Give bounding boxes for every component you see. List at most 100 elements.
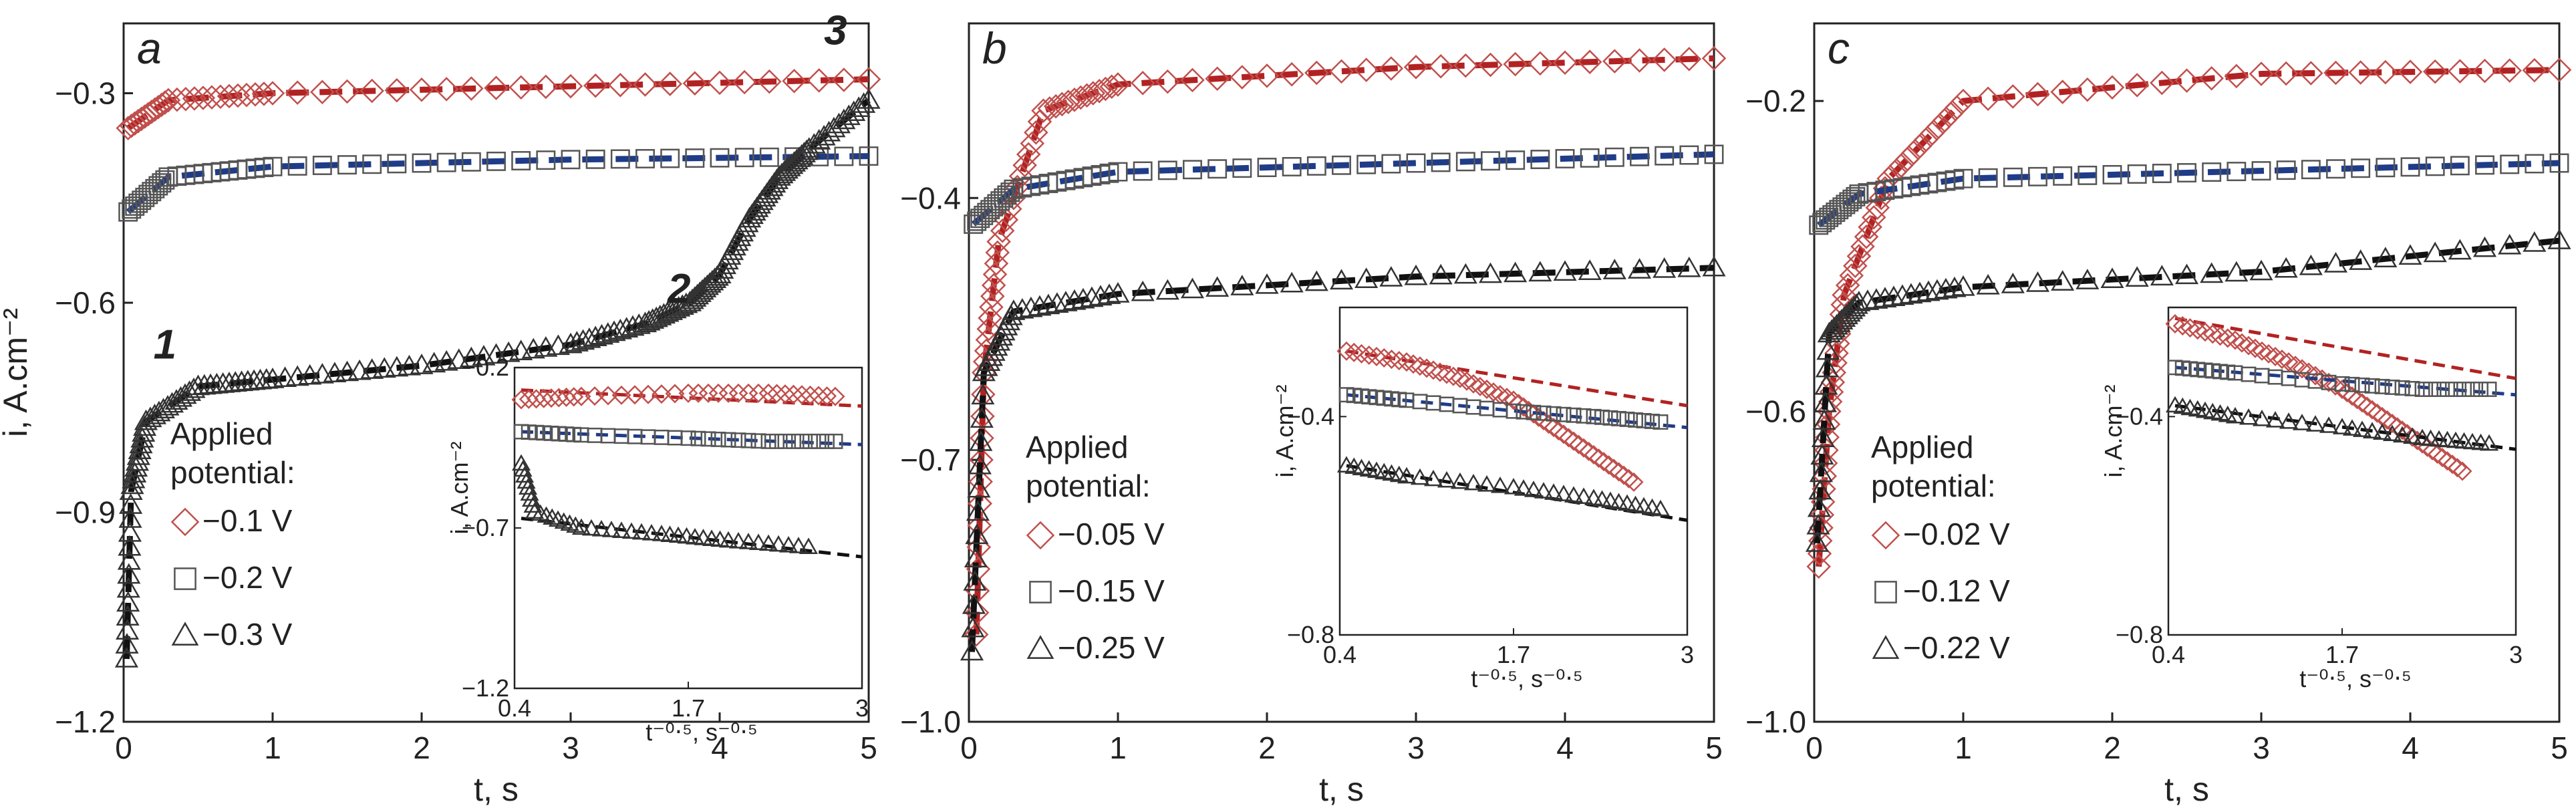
- data-point: [486, 151, 506, 171]
- data-point: [984, 251, 1009, 276]
- data-point: [1627, 48, 1652, 73]
- data-point: [1045, 292, 1069, 313]
- data-point: [118, 535, 142, 556]
- inset-data-point: [786, 433, 801, 449]
- data-point: [1939, 102, 1963, 126]
- inset-data-point: [775, 384, 795, 404]
- inset-data-point: [2456, 382, 2472, 397]
- data-point: [707, 70, 732, 96]
- data-point: [1652, 47, 1677, 72]
- data-point: [1827, 311, 1851, 332]
- inset-data-point: [1417, 358, 1437, 378]
- data-point: [116, 605, 140, 626]
- data-point: [1453, 53, 1478, 78]
- data-point: [1254, 63, 1280, 88]
- legend-marker: [1871, 521, 1900, 550]
- data-point: [1820, 319, 1844, 340]
- inset-data-point: [2305, 415, 2325, 432]
- x-tick-label: 2: [413, 730, 430, 765]
- legend-entry: −0.1 V: [202, 503, 293, 538]
- inset-data-point: [2210, 326, 2231, 346]
- data-point: [1332, 155, 1351, 175]
- inset-data-point: [2325, 376, 2345, 396]
- data-point: [409, 78, 434, 102]
- data-point: [1630, 146, 1649, 166]
- data-point: [964, 622, 989, 647]
- data-point: [509, 340, 533, 360]
- data-point: [2549, 153, 2569, 173]
- inset-data-point: [1574, 438, 1594, 458]
- data-point: [116, 591, 140, 612]
- inset-data-point: [1624, 472, 1644, 492]
- data-point: [1180, 67, 1205, 93]
- data-point: [635, 149, 655, 168]
- inset-data-point: [728, 531, 748, 549]
- x-tick-label: 2: [2104, 730, 2121, 765]
- panel-b: b 0 1 2 3 4 5 −0.4 −0.7 −1.0 t, s Applied potential:…: [900, 22, 1727, 808]
- inset-series-0: [2165, 313, 2517, 481]
- inset-data-point: [2342, 419, 2362, 436]
- inset-data-point: [1367, 346, 1387, 367]
- inset-data-point: [581, 519, 601, 536]
- data-point: [2422, 59, 2448, 84]
- data-point: [802, 133, 826, 154]
- data-point: [126, 444, 150, 465]
- data-point: [1842, 189, 1862, 209]
- inset-data-point: [591, 519, 611, 537]
- data-point: [633, 72, 658, 97]
- data-point: [852, 92, 876, 113]
- data-point: [1830, 309, 1854, 329]
- inset-data-point: [2464, 382, 2480, 397]
- data-point: [1807, 496, 1831, 517]
- inset-data-point: [1423, 360, 1443, 380]
- data-point: [1814, 374, 1838, 395]
- inset-data-point: [1544, 483, 1564, 500]
- data-point: [1431, 152, 1451, 172]
- data-point: [608, 73, 633, 98]
- data-point: [971, 384, 995, 405]
- data-point: [1978, 168, 1998, 188]
- data-point: [1000, 182, 1020, 202]
- inset-data-point: [718, 383, 738, 403]
- data-point: [976, 316, 1002, 342]
- data-point: [797, 137, 821, 158]
- inset-data-point: [2382, 424, 2402, 442]
- data-point: [658, 72, 682, 96]
- inset-data-point: [688, 383, 708, 403]
- inset-data-point: [2374, 378, 2390, 394]
- inset-data-point: [2252, 341, 2272, 361]
- series-1: [1809, 153, 2569, 235]
- inset-data-point: [564, 387, 584, 407]
- data-point: [1010, 297, 1034, 319]
- inset-data-point: [1594, 452, 1614, 472]
- data-point: [981, 273, 1006, 298]
- data-point: [2199, 65, 2224, 91]
- data-point: [1873, 287, 1897, 307]
- data-point: [997, 185, 1017, 205]
- inset-data-point: [2272, 350, 2292, 370]
- data-point: [1677, 256, 1701, 277]
- inset-data-point: [1588, 448, 1609, 468]
- data-point: [960, 640, 984, 661]
- x-tick-label: 5: [2551, 730, 2568, 765]
- data-point: [384, 78, 410, 103]
- inset-data-point: [556, 387, 577, 407]
- data-point: [1089, 285, 1113, 306]
- legend-marker: [1872, 635, 1900, 659]
- inset-data-point: [571, 386, 591, 406]
- inset-data-point: [769, 433, 784, 449]
- data-point: [1816, 412, 1841, 437]
- data-point: [1528, 261, 1552, 282]
- data-point: [1888, 153, 1914, 178]
- data-point: [285, 80, 310, 105]
- inset-data-point: [803, 433, 818, 449]
- inset-data-point: [1389, 351, 1409, 371]
- data-point: [1155, 279, 1179, 300]
- data-point: [1934, 277, 1958, 299]
- inset-data-point: [2342, 386, 2362, 406]
- data-point: [118, 507, 142, 528]
- inset-y-axis-label: i, A.cm⁻²: [1271, 384, 1298, 477]
- data-point: [312, 156, 332, 175]
- inset-data-point: [1483, 382, 1504, 402]
- inset-data-point: [2165, 313, 2185, 334]
